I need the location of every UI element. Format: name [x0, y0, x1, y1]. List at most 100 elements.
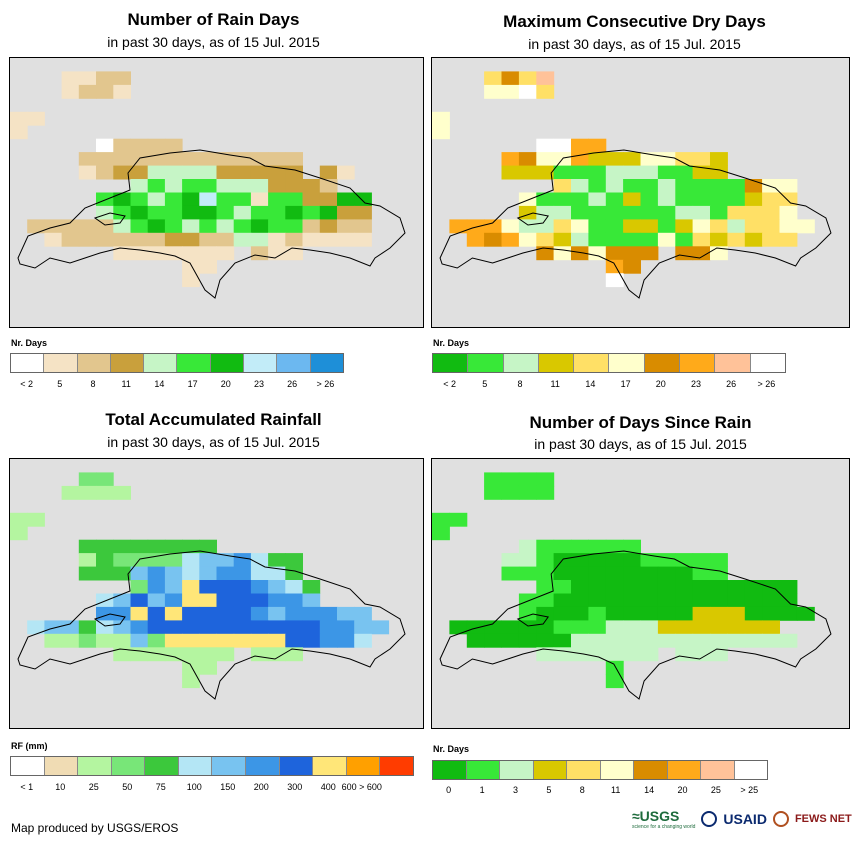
grid-cell [553, 192, 572, 207]
grid-cell [536, 246, 555, 261]
grid-cell [199, 219, 217, 234]
grid-cell [337, 620, 355, 635]
grid-cell [571, 192, 589, 207]
grid-cell [605, 647, 624, 662]
grid-cell [518, 553, 537, 567]
legend-title: Nr. Days [433, 338, 470, 348]
grid-cell [432, 526, 450, 541]
grid-cell [553, 232, 572, 247]
grid-cell [78, 620, 97, 635]
grid-cell [710, 205, 728, 220]
grid-cell [250, 580, 269, 594]
grid-cell [216, 152, 235, 166]
grid-cell [588, 539, 607, 554]
legend-label: 17 [187, 379, 198, 389]
grid-cell [27, 111, 45, 126]
grid-cell [182, 179, 200, 193]
grid-cell [216, 219, 235, 234]
grid-cell [432, 512, 450, 527]
grid-cell [553, 205, 572, 220]
grid-cell [78, 71, 97, 86]
grid-cell [640, 232, 659, 247]
grid-cell [233, 553, 252, 567]
grid-cell [536, 138, 555, 153]
panel-consecutive-dry-days: Maximum Consecutive Dry Days in past 30 … [427, 0, 854, 400]
grid-cell [762, 580, 780, 594]
grid-cell [605, 660, 624, 675]
grid-cell [44, 219, 63, 234]
grid-cell [501, 232, 520, 247]
grid-cell [553, 580, 572, 594]
legend-label: < 2 [20, 379, 33, 389]
grid-cell [182, 593, 200, 608]
grid-cell [762, 593, 780, 608]
grid-cell [640, 246, 659, 261]
grid-cell [536, 205, 555, 220]
grid-cell [605, 566, 624, 581]
grid-cell [692, 647, 711, 662]
grid-cell [199, 566, 217, 581]
legend-title: RF (mm) [11, 741, 48, 751]
grid-cell [623, 647, 641, 662]
grid-cell [113, 485, 131, 500]
grid-cell [96, 485, 114, 500]
legend-colorbar [10, 756, 414, 776]
panel-days-since-rain: Number of Days Since Rain in past 30 day… [427, 400, 854, 800]
grid-cell [779, 205, 798, 220]
grid-cell [536, 633, 555, 648]
grid-cell [10, 111, 28, 126]
grid-cell [113, 71, 131, 86]
grid-cell [319, 165, 338, 180]
grid-cell [216, 232, 235, 247]
grid-cell [571, 647, 589, 662]
grid-cell [762, 633, 780, 648]
grid-cell [216, 633, 235, 648]
legend-labels: < 1 10 25 50 75 100 150 200 300 400 600 > 600 [10, 782, 412, 794]
grid-cell [199, 165, 217, 180]
grid-cell [96, 539, 114, 554]
grid-cell [96, 138, 114, 153]
grid-cell [692, 246, 711, 261]
grid-cell [285, 620, 303, 635]
grid-cell [96, 192, 114, 207]
legend-colorbar [10, 353, 344, 373]
grid-cell [268, 165, 286, 180]
legend-colorbar [432, 353, 786, 373]
grid-cell [762, 620, 780, 635]
grid-cell [147, 165, 166, 180]
grid-cell [337, 219, 355, 234]
grid-cell [657, 232, 676, 247]
grid-cell [623, 232, 641, 247]
legend-swatch [538, 354, 575, 372]
coastline-outline [17, 149, 406, 299]
grid-cell [744, 606, 763, 621]
grid-cell [588, 246, 607, 261]
grid-cell [182, 660, 200, 675]
grid-cell [571, 633, 589, 648]
grid-cell [113, 165, 131, 180]
legend-swatch [380, 757, 413, 775]
grid-cell [692, 633, 711, 648]
grid-cell [182, 566, 200, 581]
legend-label: 5 [57, 379, 63, 389]
grid-cell [571, 593, 589, 608]
grid-cell [518, 165, 537, 180]
grid-cell [484, 219, 502, 234]
grid-cell [268, 232, 286, 247]
grid-cell [10, 526, 28, 541]
legend-label: 100 [186, 782, 202, 792]
grid-cell [61, 219, 80, 234]
grid-cell [10, 125, 28, 140]
grid-cell [216, 620, 235, 635]
grid-cell [10, 512, 28, 527]
grid-cell [182, 647, 200, 662]
grid-cell [518, 84, 537, 99]
grid-cell [710, 232, 728, 247]
grid-cell [571, 620, 589, 635]
grid-cell [536, 566, 555, 581]
grid-cell [640, 633, 659, 648]
legend-label: 20 [677, 785, 688, 795]
panel-rain-days: Number of Rain Days in past 30 days, as … [0, 0, 427, 400]
grid-cell [268, 647, 286, 662]
grid-cell [536, 553, 555, 567]
